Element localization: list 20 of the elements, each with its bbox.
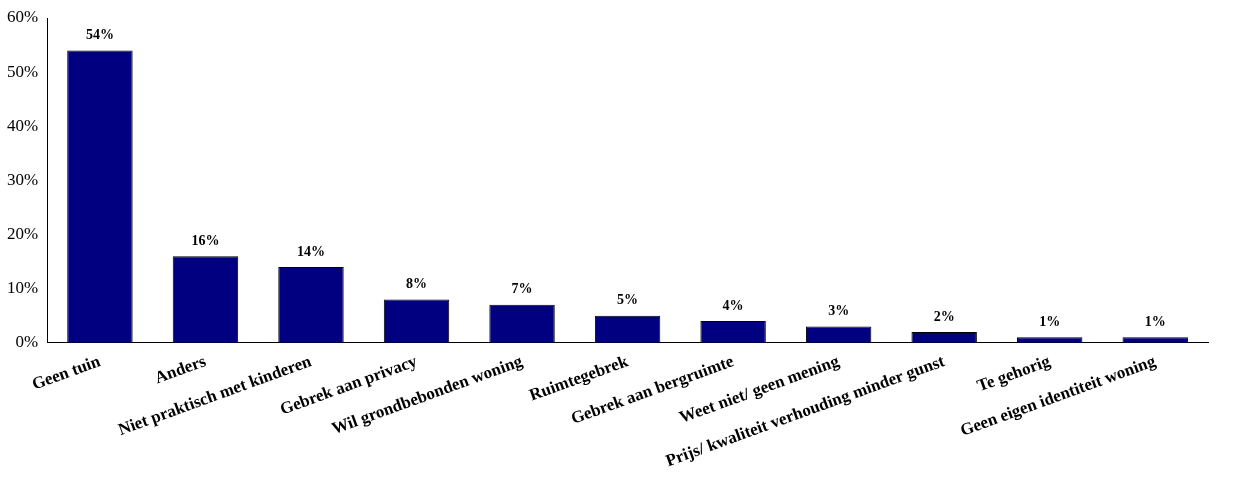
data-label: 14% — [296, 243, 325, 259]
data-label: 2% — [933, 308, 955, 324]
data-label: 4% — [722, 297, 744, 313]
data-label: 7% — [511, 281, 533, 297]
y-tick-label: 60% — [6, 7, 39, 27]
data-label: 54% — [85, 27, 114, 43]
x-tick-label: Geen tuin — [29, 351, 104, 394]
data-label: 5% — [617, 292, 639, 308]
y-tick-label: 10% — [6, 278, 39, 298]
data-label: 1% — [1144, 313, 1166, 329]
data-label: 3% — [828, 303, 850, 319]
y-tick-label: 40% — [6, 115, 39, 135]
data-label: 8% — [406, 276, 428, 292]
y-tick-label: 0% — [15, 332, 39, 352]
data-label: 16% — [191, 232, 220, 248]
data-label: 1% — [1039, 313, 1061, 329]
y-tick-label: 50% — [6, 61, 39, 81]
y-tick-label: 30% — [6, 169, 39, 189]
y-tick-label: 20% — [6, 223, 39, 243]
x-tick-label: Anders — [152, 351, 209, 388]
